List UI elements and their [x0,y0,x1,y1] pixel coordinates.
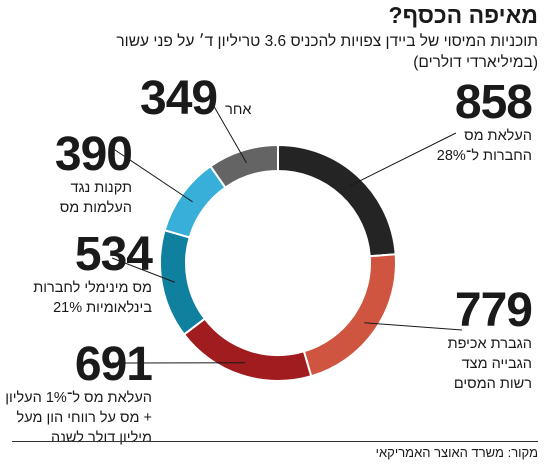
slice-desc: העלאת מס [464,128,532,144]
leader-line-349 [211,102,247,164]
slice-desc: מיליון דולר לשנה [51,430,152,446]
chart-subtitle: תוכניות המיסוי של ביידן צפויות להכניס 3.… [116,31,538,73]
slice-desc: + מס על רווחי הון מעל [16,410,152,426]
slice-desc: בינלאומיות 21% [53,300,152,316]
donut-slice-349 [209,143,279,189]
slice-value: 858 [454,76,533,129]
slice-label-534: 534 מס מינימלי לחברות בינלאומיות 21% [33,228,153,318]
source-note: מקור: משרד האוצר האמריקאי [375,445,538,460]
slice-label-858: 858 העלאת מס החברות ל־28% [436,76,533,166]
slice-desc: תקנות נגד [70,180,132,196]
slice-label-691: 691 העלאת מס ל־1% העליון + מס על רווחי ה… [5,338,153,448]
slice-desc: מס מינימלי לחברות [33,280,152,296]
slice-desc: העלאת מס ל־1% העליון [5,390,152,406]
donut-slice-390 [163,164,227,239]
leader-line-534 [111,257,175,283]
subtitle-line: (במיליארדי דולרים) [413,54,538,71]
slice-desc: החברות ל־28% [436,148,532,164]
leader-line-779 [364,322,463,331]
source-divider [12,441,538,442]
slice-desc: אחר [225,102,252,118]
slice-label-779: 779 הגברת אכיפת הגבייה מצד רשות המסים [447,284,533,394]
donut-slice-779 [302,253,397,378]
slice-value: 779 [454,284,533,337]
donut-slice-534 [159,228,207,336]
chart-title: מאיפה הכסף? [388,2,538,28]
slice-value: 691 [74,338,153,391]
slice-desc: הגבייה מצד [461,356,532,372]
leader-line-390 [111,147,193,203]
leader-line-858 [349,132,457,187]
slice-label-390: 390 תקנות נגד העלמות מס [54,128,133,218]
donut-slice-858 [277,143,397,258]
slice-label-349: 349 אחר [140,72,252,125]
slice-desc: הגברת אכיפת [447,336,532,352]
slice-value: 349 [140,72,218,125]
slice-desc: העלמות מס [59,200,132,216]
subtitle-line: תוכניות המיסוי של ביידן צפויות להכניס 3.… [116,33,538,50]
donut-slice-691 [182,317,313,382]
slice-desc: רשות המסים [453,376,532,392]
slice-value: 534 [74,228,153,281]
slice-value: 390 [54,128,133,181]
